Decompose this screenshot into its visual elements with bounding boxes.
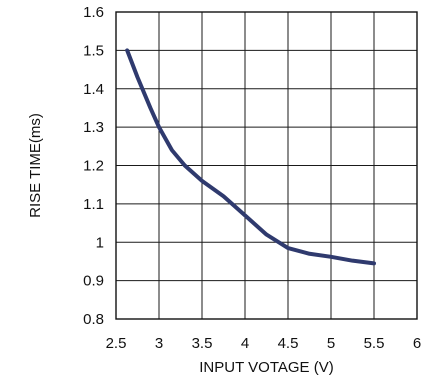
series-layer xyxy=(125,48,376,266)
y-tick-label: 1.4 xyxy=(83,81,104,98)
x-tick-label: 4 xyxy=(241,335,249,352)
y-tick-label: 1.5 xyxy=(83,42,104,59)
x-tick-label: 5 xyxy=(327,335,335,352)
rise-time-curve xyxy=(125,48,376,266)
y-tick-labels: 0.8 0.9 1 1.1 1.2 1.3 1.4 1.5 1.6 xyxy=(83,4,104,328)
y-tick-label: 1.1 xyxy=(83,196,104,213)
y-tick-label: 1 xyxy=(96,234,104,251)
y-tick-label: 1.3 xyxy=(83,119,104,136)
y-tick-label: 0.9 xyxy=(83,273,104,290)
x-tick-label: 3 xyxy=(155,335,163,352)
y-tick-label: 0.8 xyxy=(83,311,104,328)
x-tick-labels: 2.5 3 3.5 4 4.5 5 5.5 6 xyxy=(106,335,422,352)
x-tick-label: 4.5 xyxy=(278,335,299,352)
x-tick-label: 5.5 xyxy=(364,335,385,352)
x-axis-label: INPUT VOTAGE (V) xyxy=(199,359,333,376)
plot-frame xyxy=(115,11,418,320)
x-tick-label: 2.5 xyxy=(106,335,127,352)
y-axis-label: RISE TIME(ms) xyxy=(27,113,44,218)
x-tick-label: 6 xyxy=(413,335,421,352)
grid-lines xyxy=(115,11,418,320)
y-tick-label: 1.2 xyxy=(83,158,104,175)
y-tick-label: 1.6 xyxy=(83,4,104,21)
x-tick-label: 3.5 xyxy=(192,335,213,352)
